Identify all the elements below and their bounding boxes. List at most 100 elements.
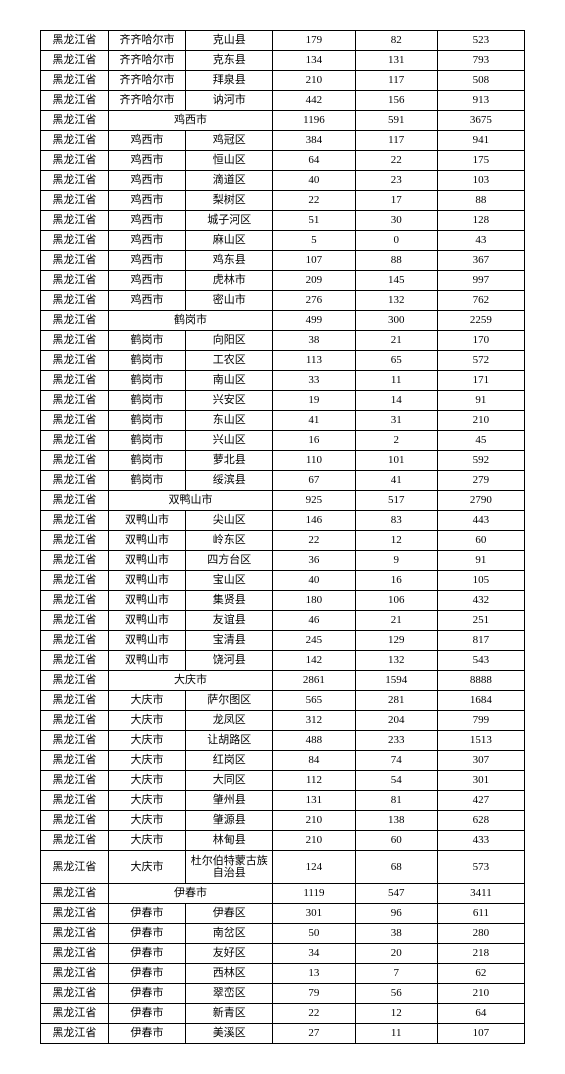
cell-value: 941 — [437, 131, 524, 151]
table-row: 黑龙江省齐齐哈尔市讷河市442156913 — [41, 91, 525, 111]
cell-city: 齐齐哈尔市 — [108, 51, 185, 71]
cell-value: 997 — [437, 271, 524, 291]
cell-city: 鸡西市 — [108, 231, 185, 251]
cell-value: 129 — [355, 631, 437, 651]
cell-value: 913 — [437, 91, 524, 111]
cell-value: 50 — [273, 924, 355, 944]
cell-province: 黑龙江省 — [41, 731, 109, 751]
cell-value: 12 — [355, 1004, 437, 1024]
cell-value: 30 — [355, 211, 437, 231]
cell-province: 黑龙江省 — [41, 944, 109, 964]
cell-value: 131 — [355, 51, 437, 71]
cell-province: 黑龙江省 — [41, 151, 109, 171]
cell-value: 33 — [273, 371, 355, 391]
cell-value: 432 — [437, 591, 524, 611]
cell-value: 499 — [273, 311, 355, 331]
cell-city: 大庆市 — [108, 691, 185, 711]
table-row: 黑龙江省伊春市新青区221264 — [41, 1004, 525, 1024]
table-row: 黑龙江省鹤岗市南山区3311171 — [41, 371, 525, 391]
cell-value: 233 — [355, 731, 437, 751]
cell-value: 573 — [437, 851, 524, 884]
cell-district: 红岗区 — [186, 751, 273, 771]
cell-value: 40 — [273, 571, 355, 591]
cell-province: 黑龙江省 — [41, 571, 109, 591]
cell-province: 黑龙江省 — [41, 851, 109, 884]
cell-value: 204 — [355, 711, 437, 731]
cell-value: 27 — [273, 1024, 355, 1044]
cell-value: 13 — [273, 964, 355, 984]
cell-value: 131 — [273, 791, 355, 811]
table-row: 黑龙江省双鸭山市友谊县4621251 — [41, 611, 525, 631]
cell-district: 南山区 — [186, 371, 273, 391]
cell-value: 23 — [355, 171, 437, 191]
cell-district: 鸡冠区 — [186, 131, 273, 151]
cell-value: 20 — [355, 944, 437, 964]
cell-value: 22 — [273, 191, 355, 211]
cell-value: 210 — [437, 984, 524, 1004]
table-row: 黑龙江省伊春市南岔区5038280 — [41, 924, 525, 944]
cell-value: 1594 — [355, 671, 437, 691]
cell-district: 萝北县 — [186, 451, 273, 471]
cell-city: 鸡西市 — [108, 151, 185, 171]
cell-value: 41 — [355, 471, 437, 491]
cell-district: 大同区 — [186, 771, 273, 791]
cell-value: 817 — [437, 631, 524, 651]
cell-province: 黑龙江省 — [41, 71, 109, 91]
cell-district: 尖山区 — [186, 511, 273, 531]
cell-city-summary: 鹤岗市 — [108, 311, 273, 331]
table-row: 黑龙江省双鸭山市尖山区14683443 — [41, 511, 525, 531]
cell-district: 虎林市 — [186, 271, 273, 291]
cell-city: 鹤岗市 — [108, 451, 185, 471]
cell-value: 251 — [437, 611, 524, 631]
cell-value: 60 — [437, 531, 524, 551]
cell-province: 黑龙江省 — [41, 511, 109, 531]
cell-district: 美溪区 — [186, 1024, 273, 1044]
cell-city-summary: 双鸭山市 — [108, 491, 273, 511]
cell-value: 517 — [355, 491, 437, 511]
cell-value: 46 — [273, 611, 355, 631]
cell-city-summary: 大庆市 — [108, 671, 273, 691]
table-row: 黑龙江省伊春市伊春区30196611 — [41, 904, 525, 924]
cell-city: 大庆市 — [108, 811, 185, 831]
cell-value: 799 — [437, 711, 524, 731]
cell-province: 黑龙江省 — [41, 211, 109, 231]
cell-city: 鹤岗市 — [108, 331, 185, 351]
cell-province: 黑龙江省 — [41, 331, 109, 351]
cell-district: 岭东区 — [186, 531, 273, 551]
cell-city: 鸡西市 — [108, 191, 185, 211]
cell-city: 伊春市 — [108, 904, 185, 924]
table-row: 黑龙江省鸡西市鸡东县10788367 — [41, 251, 525, 271]
cell-value: 628 — [437, 811, 524, 831]
cell-value: 210 — [273, 811, 355, 831]
cell-province: 黑龙江省 — [41, 771, 109, 791]
cell-value: 88 — [437, 191, 524, 211]
cell-value: 132 — [355, 651, 437, 671]
cell-value: 88 — [355, 251, 437, 271]
data-table: 黑龙江省齐齐哈尔市克山县17982523黑龙江省齐齐哈尔市克东县13413179… — [40, 30, 525, 1044]
cell-value: 218 — [437, 944, 524, 964]
cell-city: 齐齐哈尔市 — [108, 71, 185, 91]
cell-province: 黑龙江省 — [41, 711, 109, 731]
table-row: 黑龙江省大庆市286115948888 — [41, 671, 525, 691]
cell-city: 伊春市 — [108, 964, 185, 984]
cell-district: 杜尔伯特蒙古族自治县 — [186, 851, 273, 884]
cell-district: 南岔区 — [186, 924, 273, 944]
table-row: 黑龙江省伊春市西林区13762 — [41, 964, 525, 984]
cell-district: 恒山区 — [186, 151, 273, 171]
cell-district: 梨树区 — [186, 191, 273, 211]
cell-value: 300 — [355, 311, 437, 331]
cell-city: 双鸭山市 — [108, 591, 185, 611]
cell-value: 128 — [437, 211, 524, 231]
table-row: 黑龙江省鹤岗市萝北县110101592 — [41, 451, 525, 471]
cell-value: 74 — [355, 751, 437, 771]
cell-district: 讷河市 — [186, 91, 273, 111]
cell-value: 8888 — [437, 671, 524, 691]
cell-value: 175 — [437, 151, 524, 171]
cell-province: 黑龙江省 — [41, 1004, 109, 1024]
cell-value: 124 — [273, 851, 355, 884]
cell-district: 林甸县 — [186, 831, 273, 851]
cell-value: 11 — [355, 371, 437, 391]
cell-city: 大庆市 — [108, 831, 185, 851]
cell-value: 312 — [273, 711, 355, 731]
table-row: 黑龙江省鸡西市密山市276132762 — [41, 291, 525, 311]
